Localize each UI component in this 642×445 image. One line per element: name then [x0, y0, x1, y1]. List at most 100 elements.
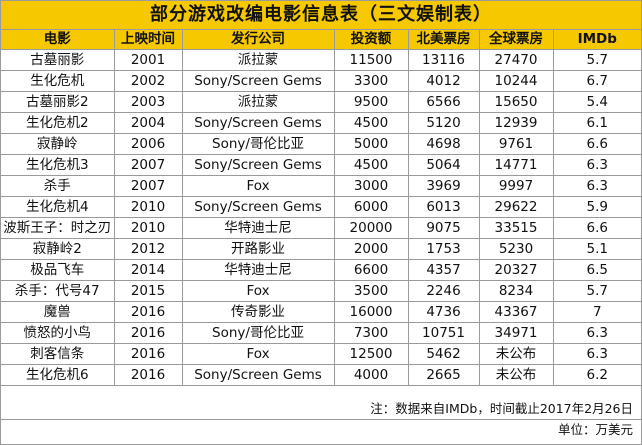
movie-title-cell: 极品飞车	[1, 259, 115, 281]
release-year-cell: 2016	[113, 322, 183, 344]
worldwide-box-office-column-header: 全球票房	[478, 30, 554, 50]
table-title: 部分游戏改编电影信息表（三文娱制表）	[1, 1, 641, 30]
release-year-cell: 2004	[113, 112, 183, 134]
movie-title-cell: 愤怒的小鸟	[1, 322, 115, 344]
domestic-box-office-cell: 5064	[407, 154, 480, 176]
release-year-cell: 2003	[113, 91, 183, 113]
source-note: 注：数据来自IMDb，时间截止2017年2月26日	[370, 401, 633, 416]
movie-title-cell: 生化危机6	[1, 364, 115, 386]
worldwide-box-office-cell: 34971	[478, 322, 554, 344]
budget-cell: 3300	[333, 70, 409, 92]
budget-cell: 4000	[333, 364, 409, 386]
release-year-cell: 2016	[113, 364, 183, 386]
domestic-box-office-cell: 6013	[407, 196, 480, 218]
imdb-rating-cell: 6.6	[552, 217, 641, 239]
imdb-rating-cell: 5.1	[552, 238, 641, 260]
distributor-cell: 开路影业	[181, 238, 335, 260]
movie-title-cell: 寂静岭	[1, 133, 115, 155]
table-row: 生化危机6 2016 Sony/Screen Gems 4000 2665 未公布 6.2	[1, 364, 641, 386]
table-row: 生化危机3 2007 Sony/Screen Gems 4500 5064 14771 6.…	[1, 154, 641, 176]
budget-cell: 11500	[333, 49, 409, 71]
distributor-cell: Sony/Screen Gems	[181, 154, 335, 176]
worldwide-box-office-cell: 20327	[478, 259, 554, 281]
table-body: 古墓丽影 2001 派拉蒙 11500 13116 27470 5.7 生化危机 2002 Son…	[1, 49, 641, 386]
table-row: 古墓丽影 2001 派拉蒙 11500 13116 27470 5.7	[1, 49, 641, 71]
budget-cell: 4500	[333, 154, 409, 176]
domestic-box-office-column-header: 北美票房	[407, 30, 480, 50]
distributor-cell: 派拉蒙	[181, 49, 335, 71]
movie-title-cell: 生化危机4	[1, 196, 115, 218]
distributor-cell: Fox	[181, 280, 335, 302]
table-row: 魔兽 2016 传奇影业 16000 4736 43367 7	[1, 301, 641, 323]
table-row: 生化危机2 2004 Sony/Screen Gems 4500 5120 12939 6.…	[1, 112, 641, 134]
release-year-cell: 2002	[113, 70, 183, 92]
header-row: 电影 上映时间 发行公司 投资额 北美票房 全球票房 IMDb	[1, 30, 641, 50]
imdb-rating-cell: 6.2	[552, 364, 641, 386]
worldwide-box-office-cell: 27470	[478, 49, 554, 71]
imdb-rating-cell: 5.7	[552, 49, 641, 71]
movie-title-cell: 波斯王子：时之刃	[1, 217, 115, 239]
budget-cell: 20000	[333, 217, 409, 239]
distributor-cell: Sony/Screen Gems	[181, 196, 335, 218]
movie-title-cell: 杀手	[1, 175, 115, 197]
distributor-cell: Sony/Screen Gems	[181, 70, 335, 92]
budget-cell: 12500	[333, 343, 409, 365]
movie-title-cell: 杀手：代号47	[1, 280, 115, 302]
budget-cell: 5000	[333, 133, 409, 155]
imdb-column-header: IMDb	[552, 30, 641, 50]
imdb-rating-cell: 6.6	[552, 133, 641, 155]
release-year-cell: 2007	[113, 175, 183, 197]
budget-column-header: 投资额	[333, 30, 409, 50]
unit-note: 单位：万美元	[1, 419, 641, 440]
release-year-cell: 2001	[113, 49, 183, 71]
domestic-box-office-cell: 4012	[407, 70, 480, 92]
release-year-cell: 2010	[113, 196, 183, 218]
imdb-rating-cell: 6.7	[552, 70, 641, 92]
movie-title-cell: 刺客信条	[1, 343, 115, 365]
worldwide-box-office-cell: 未公布	[478, 364, 554, 386]
distributor-cell: Sony/哥伦比亚	[181, 133, 335, 155]
budget-cell: 3500	[333, 280, 409, 302]
table-row: 古墓丽影2 2003 派拉蒙 9500 6566 15650 5.4	[1, 91, 641, 113]
imdb-rating-cell: 7	[552, 301, 641, 323]
domestic-box-office-cell: 1753	[407, 238, 480, 260]
budget-cell: 4500	[333, 112, 409, 134]
table-row: 愤怒的小鸟 2016 Sony/哥伦比亚 7300 10751 34971 6.3	[1, 322, 641, 344]
domestic-box-office-cell: 2665	[407, 364, 480, 386]
domestic-box-office-cell: 2246	[407, 280, 480, 302]
movie-title-cell: 魔兽	[1, 301, 115, 323]
domestic-box-office-cell: 5462	[407, 343, 480, 365]
distributor-cell: 传奇影业	[181, 301, 335, 323]
domestic-box-office-cell: 10751	[407, 322, 480, 344]
release-year-cell: 2010	[113, 217, 183, 239]
imdb-rating-cell: 6.1	[552, 112, 641, 134]
table-row: 杀手 2007 Fox 3000 3969 9997 6.3	[1, 175, 641, 197]
movie-title-cell: 寂静岭2	[1, 238, 115, 260]
table-row: 生化危机4 2010 Sony/Screen Gems 6000 6013 29622 5.…	[1, 196, 641, 218]
domestic-box-office-cell: 4698	[407, 133, 480, 155]
distributor-cell: 华特迪士尼	[181, 259, 335, 281]
release-year-cell: 2015	[113, 280, 183, 302]
table-row: 寂静岭 2006 Sony/哥伦比亚 5000 4698 9761 6.6	[1, 133, 641, 155]
distributor-column-header: 发行公司	[181, 30, 335, 50]
budget-cell: 6000	[333, 196, 409, 218]
imdb-rating-cell: 5.7	[552, 280, 641, 302]
release-year-cell: 2016	[113, 301, 183, 323]
table-row: 杀手：代号47 2015 Fox 3500 2246 8234 5.7	[1, 280, 641, 302]
budget-cell: 6600	[333, 259, 409, 281]
release-year-column-header: 上映时间	[113, 30, 183, 50]
distributor-cell: Fox	[181, 175, 335, 197]
worldwide-box-office-cell: 9997	[478, 175, 554, 197]
domestic-box-office-cell: 6566	[407, 91, 480, 113]
domestic-box-office-cell: 9075	[407, 217, 480, 239]
distributor-cell: 派拉蒙	[181, 91, 335, 113]
domestic-box-office-cell: 3969	[407, 175, 480, 197]
budget-cell: 3000	[333, 175, 409, 197]
movie-title-cell: 古墓丽影2	[1, 91, 115, 113]
release-year-cell: 2014	[113, 259, 183, 281]
movie-title-cell: 古墓丽影	[1, 49, 115, 71]
table-row: 极品飞车 2014 华特迪士尼 6600 4357 20327 6.5	[1, 259, 641, 281]
worldwide-box-office-cell: 14771	[478, 154, 554, 176]
imdb-rating-cell: 6.3	[552, 322, 641, 344]
budget-cell: 7300	[333, 322, 409, 344]
